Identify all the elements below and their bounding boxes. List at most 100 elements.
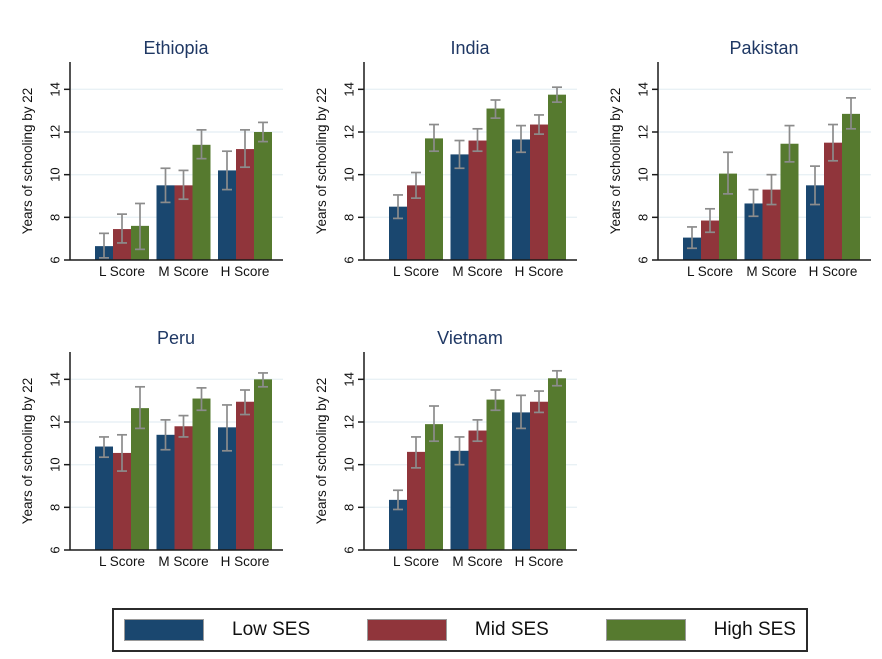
y-tick-label: 12 (635, 125, 650, 139)
bar-h-score-high-ses (842, 113, 860, 260)
high-ses-swatch (605, 619, 686, 641)
bar-m-score-mid-ses (174, 185, 193, 260)
bar-m-score-mid-ses (468, 430, 487, 550)
bar-h-score-high-ses (254, 132, 272, 260)
bar-m-score-low-ses (744, 203, 763, 260)
y-axis-label: Years of schooling by 22 (20, 378, 35, 525)
bar-l-score-mid-ses (113, 229, 131, 260)
subplot-title-india: India (450, 38, 490, 58)
empty-cell (588, 300, 882, 590)
bar-m-score-high-ses (192, 398, 211, 550)
x-tick-label: M Score (452, 264, 502, 279)
x-tick-label: M Score (158, 264, 208, 279)
x-tick-label: L Score (687, 264, 733, 279)
bar-h-score-high-ses (548, 378, 566, 550)
y-axis-label: Years of schooling by 22 (608, 88, 623, 235)
y-tick-label: 8 (47, 214, 62, 221)
y-axis-label: Years of schooling by 22 (314, 88, 329, 235)
y-tick-label: 8 (341, 214, 356, 221)
bar-chart-peru: 6 8 10 12 14 Years of schooling by 22 L Score M… (20, 352, 283, 569)
bar-m-score-low-ses (156, 185, 175, 260)
legend-entry-low-ses: Low SES (124, 619, 310, 641)
bar-l-score-mid-ses (701, 220, 719, 260)
bar-h-score-mid-ses (236, 149, 254, 260)
bar-l-score-mid-ses (407, 451, 425, 550)
y-tick-label: 10 (47, 167, 62, 181)
y-tick-label: 14 (341, 372, 356, 386)
bar-m-score-mid-ses (174, 426, 193, 550)
legend-entry-mid-ses: Mid SES (366, 619, 549, 641)
bar-m-score-high-ses (486, 399, 505, 550)
bar-m-score-low-ses (156, 434, 175, 550)
legend-entry-high-ses: High SES (605, 619, 796, 641)
x-tick-label: L Score (99, 264, 145, 279)
y-tick-label: 14 (47, 82, 62, 96)
bar-h-score-low-ses (218, 427, 236, 550)
bar-l-score-mid-ses (113, 452, 131, 550)
bar-m-score-high-ses (780, 143, 799, 260)
y-tick-label: 12 (341, 415, 356, 429)
bar-chart-india: 6 8 10 12 14 Years of schooling by 22 L Score M… (314, 62, 577, 279)
mid-ses-label: Mid SES (474, 619, 549, 640)
bar-l-score-high-ses (425, 138, 443, 260)
y-tick-label: 14 (47, 372, 62, 386)
y-tick-label: 6 (635, 256, 650, 263)
subplot-india: India 6 8 10 12 14 Years of schooling by 22 L … (294, 10, 588, 300)
mid-ses-swatch (366, 619, 447, 641)
bar-m-score-low-ses (450, 450, 469, 550)
subplot-title-ethiopia: Ethiopia (143, 38, 209, 58)
subplot-vietnam: Vietnam 6 8 10 12 14 Years of schooling by 22… (294, 300, 588, 590)
x-tick-label: H Score (515, 554, 564, 569)
y-tick-label: 10 (341, 167, 356, 181)
bar-l-score-low-ses (95, 446, 113, 550)
y-tick-label: 14 (635, 82, 650, 96)
bar-m-score-mid-ses (468, 140, 487, 260)
bar-l-score-low-ses (389, 206, 407, 260)
x-tick-label: H Score (515, 264, 564, 279)
bar-l-score-high-ses (719, 173, 737, 260)
y-tick-label: 6 (341, 546, 356, 553)
y-tick-label: 10 (47, 457, 62, 471)
bar-h-score-high-ses (254, 379, 272, 550)
y-axis-label: Years of schooling by 22 (20, 88, 35, 235)
subplot-title-vietnam: Vietnam (437, 328, 503, 348)
y-tick-label: 12 (47, 415, 62, 429)
x-tick-label: H Score (221, 264, 270, 279)
bar-m-score-low-ses (450, 154, 469, 260)
y-tick-label: 12 (341, 125, 356, 139)
y-tick-label: 8 (635, 214, 650, 221)
high-ses-label: High SES (713, 619, 796, 640)
x-tick-label: L Score (393, 554, 439, 569)
y-tick-label: 12 (47, 125, 62, 139)
y-tick-label: 10 (635, 167, 650, 181)
x-tick-label: L Score (393, 264, 439, 279)
bar-l-score-high-ses (425, 424, 443, 550)
bar-h-score-low-ses (218, 170, 236, 260)
chart-grid: Ethiopia 6 8 10 12 14 Years of schooling by 2… (0, 10, 882, 590)
subplot-title-pakistan: Pakistan (729, 38, 799, 58)
x-tick-label: H Score (221, 554, 270, 569)
x-tick-label: M Score (746, 264, 796, 279)
bar-l-score-mid-ses (407, 185, 425, 260)
x-tick-label: L Score (99, 554, 145, 569)
y-tick-label: 8 (47, 504, 62, 511)
bar-h-score-mid-ses (530, 124, 548, 261)
low-ses-swatch (124, 619, 204, 641)
legend: Low SES Mid SES High SES (112, 608, 808, 652)
bar-m-score-high-ses (486, 108, 505, 261)
y-tick-label: 8 (341, 504, 356, 511)
bar-m-score-mid-ses (762, 189, 781, 260)
subplot-ethiopia: Ethiopia 6 8 10 12 14 Years of schooling by 2… (0, 10, 294, 300)
y-tick-label: 6 (47, 546, 62, 553)
subplot-title-peru: Peru (156, 328, 196, 348)
bar-l-score-low-ses (389, 499, 407, 550)
x-tick-label: M Score (452, 554, 502, 569)
low-ses-label: Low SES (232, 619, 311, 640)
y-tick-label: 14 (341, 82, 356, 96)
bar-h-score-high-ses (548, 94, 566, 260)
bar-h-score-low-ses (512, 139, 530, 260)
x-tick-label: H Score (809, 264, 858, 279)
bar-h-score-mid-ses (530, 401, 548, 550)
y-tick-label: 6 (47, 256, 62, 263)
y-tick-label: 6 (341, 256, 356, 263)
